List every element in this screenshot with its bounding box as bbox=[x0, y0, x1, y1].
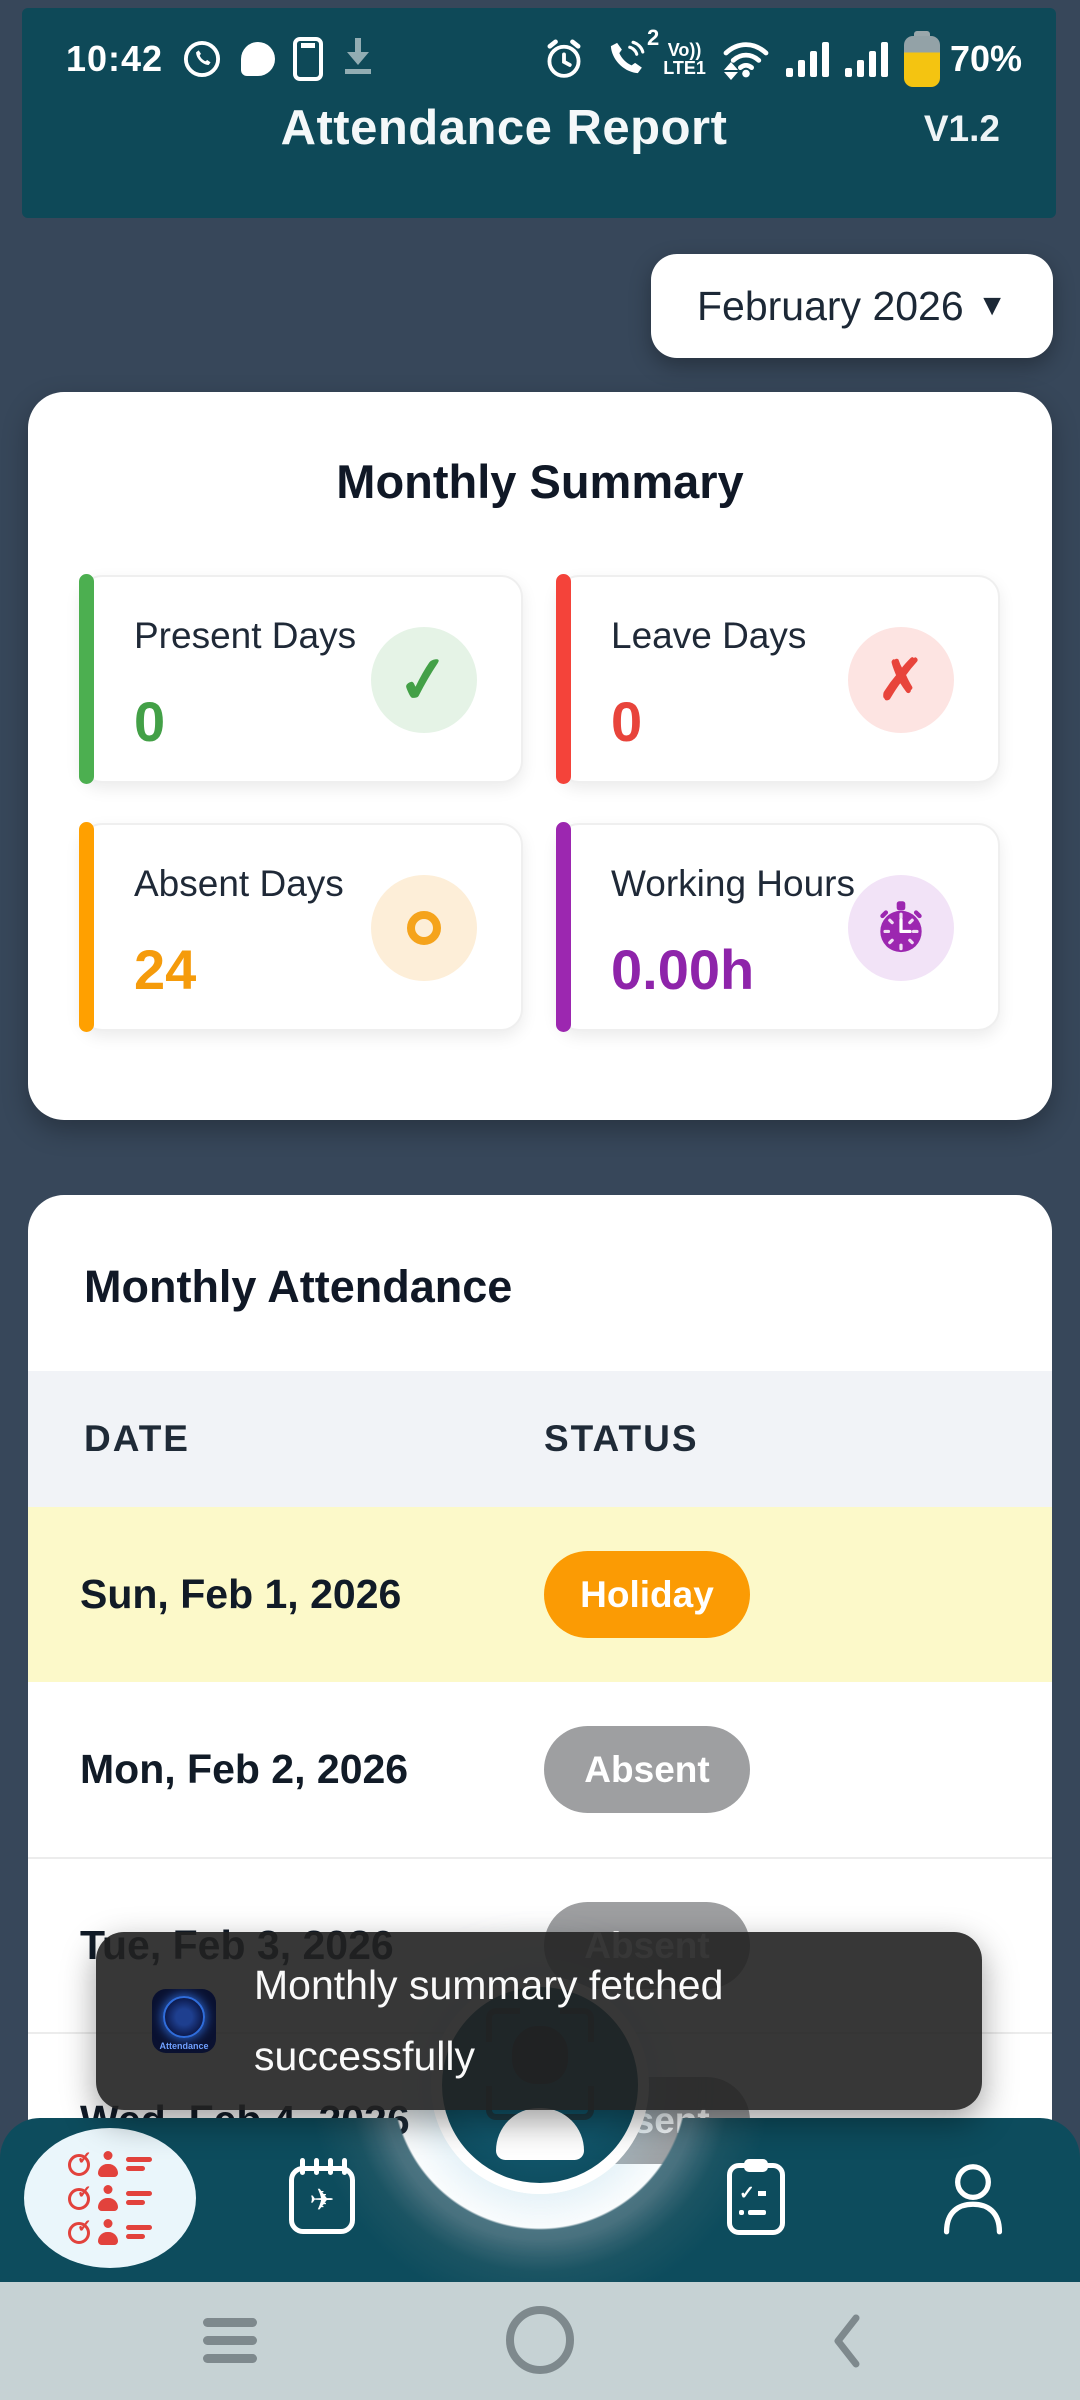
checklist-row-icon bbox=[68, 2148, 152, 2178]
tab-profile[interactable] bbox=[938, 2162, 1008, 2241]
checklist-row-icon bbox=[68, 2182, 152, 2212]
app-header: 10:42 2 Vo)) LTE1 bbox=[22, 8, 1056, 218]
summary-title: Monthly Summary bbox=[336, 455, 744, 508]
menu-button[interactable] bbox=[203, 2318, 257, 2363]
signal-sim1-icon bbox=[785, 41, 829, 77]
x-icon: ✗ bbox=[848, 627, 954, 733]
present-days-card: Present Days 0 ✓ bbox=[79, 574, 523, 784]
signal-sim2-icon bbox=[844, 41, 888, 77]
month-selector[interactable]: February 2026 ▼ bbox=[651, 254, 1053, 358]
whatsapp-icon bbox=[181, 38, 223, 80]
screen-share-icon bbox=[293, 37, 324, 81]
stat-label: Absent Days bbox=[134, 863, 344, 904]
tab-leave-calendar[interactable]: ✈ bbox=[289, 2158, 355, 2234]
circle-icon bbox=[371, 875, 477, 981]
leave-accent-bar bbox=[556, 574, 571, 784]
clipboard-check-icon: ✓ bbox=[739, 2184, 766, 2203]
chat-notification-icon bbox=[241, 42, 276, 76]
absent-accent-bar bbox=[79, 822, 94, 1032]
version-badge: V1.2 bbox=[923, 108, 1000, 149]
calendar-tick bbox=[314, 2158, 319, 2175]
leave-days-card: Leave Days 0 ✗ bbox=[556, 574, 1000, 784]
chevron-down-icon: ▼ bbox=[977, 289, 1007, 322]
back-button[interactable] bbox=[826, 2310, 866, 2377]
month-selector-value: February 2026 bbox=[697, 282, 964, 329]
stopwatch-icon bbox=[848, 875, 954, 981]
home-button[interactable] bbox=[506, 2306, 574, 2374]
page-title: Attendance Report bbox=[280, 101, 728, 155]
calendar-tick bbox=[328, 2158, 333, 2175]
person-icon bbox=[943, 2164, 1003, 2235]
volte-icon: Vo)) LTE1 bbox=[663, 40, 706, 78]
toast-message: Monthly summary fetched successfully bbox=[254, 1962, 724, 2079]
wifi-calling-icon: 2 bbox=[603, 25, 659, 81]
attendance-title: Monthly Attendance bbox=[84, 1261, 513, 1312]
android-nav-bar bbox=[0, 2282, 1080, 2400]
calendar-tick bbox=[342, 2158, 347, 2175]
checklist-row-icon bbox=[68, 2216, 152, 2246]
hours-accent-bar bbox=[556, 822, 571, 1032]
stat-label: Working Hours bbox=[611, 863, 856, 904]
app-logo-icon: Attendance bbox=[152, 1989, 216, 2053]
present-accent-bar bbox=[79, 574, 94, 784]
clock: 10:42 bbox=[66, 38, 164, 79]
airplane-icon: ✈ bbox=[309, 2182, 335, 2218]
stat-label: Present Days bbox=[134, 615, 357, 656]
stat-value: 0 bbox=[134, 690, 166, 753]
download-icon bbox=[341, 38, 375, 80]
table-row[interactable]: Mon, Feb 2, 2026 Absent bbox=[28, 1682, 1052, 1857]
tab-attendance-report[interactable] bbox=[24, 2128, 196, 2268]
stat-value: 24 bbox=[134, 938, 197, 1001]
clipboard-lines-icon bbox=[739, 2210, 766, 2215]
working-hours-card: Working Hours 0.00h bbox=[556, 822, 1000, 1032]
toast: Attendance Monthly summary fetched succe… bbox=[96, 1932, 982, 2110]
status-badge: Absent bbox=[544, 1726, 750, 1813]
row-date: Sun, Feb 1, 2026 bbox=[80, 1571, 402, 1617]
absent-days-card: Absent Days 24 bbox=[79, 822, 523, 1032]
column-status: STATUS bbox=[544, 1418, 699, 1459]
tab-tasks[interactable]: ✓ bbox=[727, 2159, 785, 2235]
battery-percent: 70% bbox=[949, 38, 1022, 79]
status-badge: Holiday bbox=[544, 1551, 750, 1638]
table-row[interactable]: Sun, Feb 1, 2026 Holiday bbox=[28, 1507, 1052, 1682]
alarm-icon bbox=[541, 36, 587, 82]
status-bar: 10:42 2 Vo)) LTE1 bbox=[66, 25, 1022, 88]
column-date: DATE bbox=[84, 1418, 190, 1459]
stat-label: Leave Days bbox=[611, 615, 807, 656]
wifi-icon bbox=[722, 38, 770, 80]
check-icon: ✓ bbox=[371, 627, 477, 733]
battery-icon bbox=[903, 31, 940, 87]
stat-value: 0.00h bbox=[611, 938, 755, 1001]
stat-value: 0 bbox=[611, 690, 643, 753]
row-date: Mon, Feb 2, 2026 bbox=[80, 1746, 409, 1792]
table-header: DATE STATUS bbox=[28, 1371, 1052, 1507]
calendar-tick bbox=[300, 2158, 305, 2175]
monthly-summary-card: Monthly Summary Present Days 0 ✓ Leave D… bbox=[28, 392, 1052, 1120]
clipboard-clip bbox=[744, 2159, 768, 2172]
